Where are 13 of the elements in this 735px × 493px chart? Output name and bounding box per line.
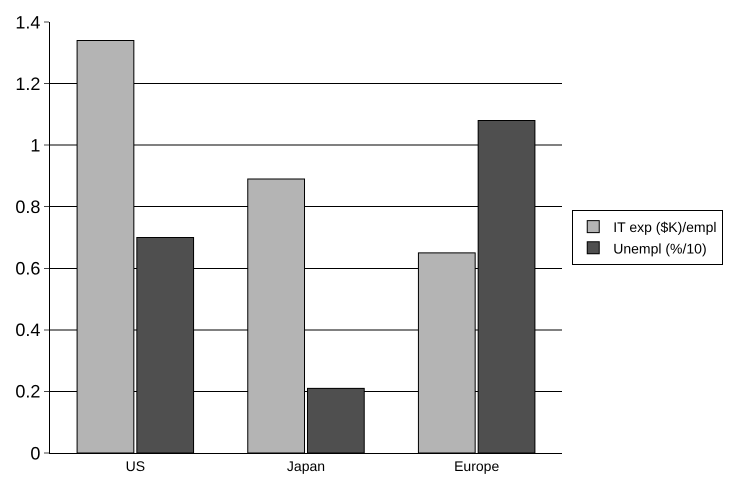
y-tick-label: 0.4 <box>15 320 40 340</box>
y-tick-label: 0.8 <box>15 197 40 218</box>
legend-label: Unempl (%/10) <box>613 240 707 256</box>
x-tick-label: Japan <box>286 458 326 474</box>
legend-label: IT exp ($K)/empl <box>613 219 716 236</box>
x-tick-label: Europe <box>454 458 500 474</box>
y-tick-label: 1.4 <box>15 12 40 32</box>
y-tick-label: 1 <box>30 135 40 156</box>
y-tick-label: 0.6 <box>15 258 40 279</box>
y-tick-label: 0 <box>30 443 40 464</box>
y-tick-label: 1.2 <box>15 74 40 94</box>
x-tick-label: US <box>126 458 146 474</box>
y-tick-label: 0.2 <box>15 382 40 402</box>
